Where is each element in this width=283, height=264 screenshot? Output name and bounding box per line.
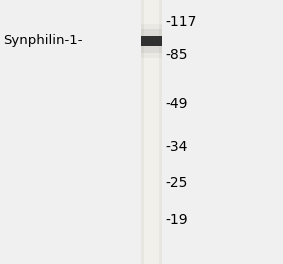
Text: Synphilin-1-: Synphilin-1- xyxy=(3,34,82,48)
Bar xyxy=(141,24,162,58)
Text: -85: -85 xyxy=(166,48,188,63)
Bar xyxy=(141,0,162,264)
Text: -19: -19 xyxy=(166,213,188,228)
Text: -25: -25 xyxy=(166,176,188,191)
Text: -34: -34 xyxy=(166,139,188,154)
Bar xyxy=(141,36,162,46)
Bar xyxy=(144,0,159,264)
Text: -49: -49 xyxy=(166,97,188,111)
Text: -117: -117 xyxy=(166,15,197,30)
Bar xyxy=(141,29,162,53)
